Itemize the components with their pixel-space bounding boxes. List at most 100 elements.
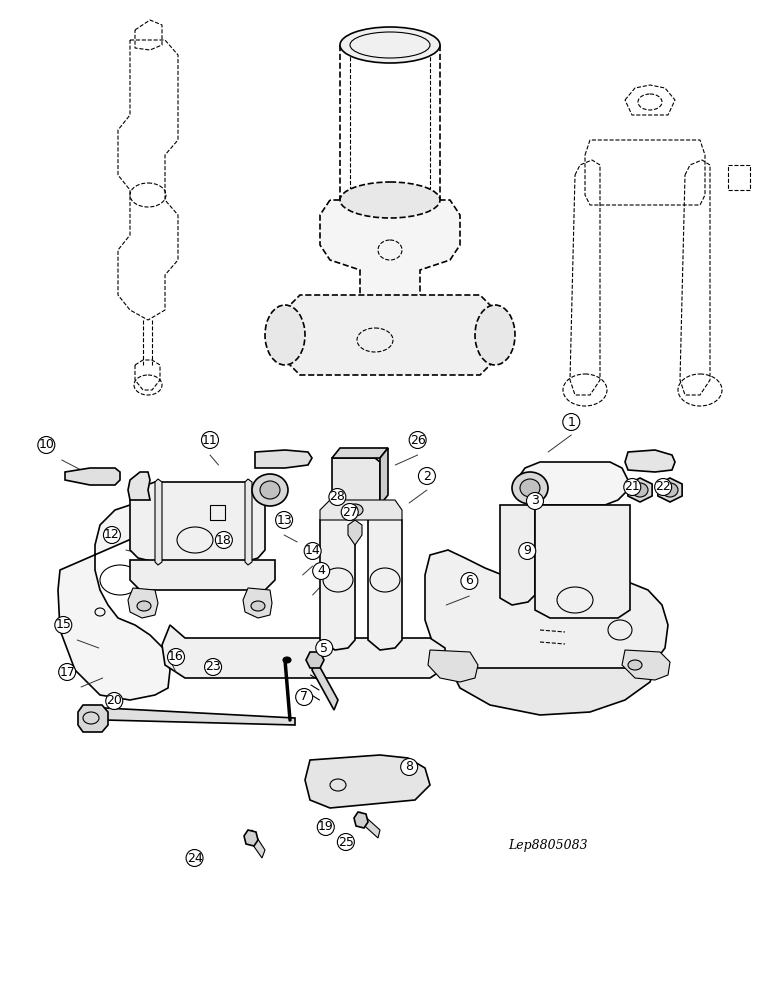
Polygon shape bbox=[332, 448, 388, 458]
Circle shape bbox=[401, 759, 418, 775]
Polygon shape bbox=[320, 200, 460, 320]
Circle shape bbox=[329, 489, 346, 505]
Circle shape bbox=[316, 640, 333, 656]
Circle shape bbox=[527, 493, 543, 509]
Polygon shape bbox=[332, 458, 380, 510]
Ellipse shape bbox=[475, 305, 515, 365]
Circle shape bbox=[461, 573, 478, 589]
Circle shape bbox=[317, 819, 334, 835]
Polygon shape bbox=[358, 812, 380, 838]
Polygon shape bbox=[130, 482, 265, 562]
Polygon shape bbox=[320, 510, 355, 650]
Polygon shape bbox=[622, 650, 670, 680]
Text: 10: 10 bbox=[39, 438, 54, 452]
Ellipse shape bbox=[265, 305, 305, 365]
Circle shape bbox=[103, 527, 120, 543]
Text: 24: 24 bbox=[187, 852, 202, 864]
Polygon shape bbox=[312, 660, 338, 710]
Circle shape bbox=[341, 504, 358, 520]
Text: 18: 18 bbox=[216, 534, 232, 546]
Ellipse shape bbox=[137, 601, 151, 611]
Text: 6: 6 bbox=[466, 574, 473, 587]
Circle shape bbox=[519, 543, 536, 559]
Text: 14: 14 bbox=[305, 544, 320, 558]
Polygon shape bbox=[130, 560, 275, 590]
Text: 17: 17 bbox=[59, 666, 75, 678]
Polygon shape bbox=[155, 479, 162, 565]
Polygon shape bbox=[128, 588, 158, 618]
Circle shape bbox=[55, 617, 72, 633]
Text: 13: 13 bbox=[276, 514, 292, 526]
Ellipse shape bbox=[260, 481, 280, 499]
Text: 9: 9 bbox=[523, 544, 531, 558]
Polygon shape bbox=[535, 505, 630, 618]
Text: 20: 20 bbox=[107, 694, 122, 708]
Circle shape bbox=[168, 649, 185, 665]
Text: 27: 27 bbox=[342, 506, 357, 518]
Text: 16: 16 bbox=[168, 650, 184, 664]
Polygon shape bbox=[368, 510, 402, 650]
Text: 4: 4 bbox=[317, 564, 325, 578]
Ellipse shape bbox=[252, 474, 288, 506]
Text: 23: 23 bbox=[205, 660, 221, 674]
Circle shape bbox=[215, 532, 232, 548]
Ellipse shape bbox=[662, 483, 678, 497]
Circle shape bbox=[276, 512, 293, 528]
Text: 12: 12 bbox=[104, 528, 120, 542]
Ellipse shape bbox=[632, 483, 648, 497]
Circle shape bbox=[337, 834, 354, 850]
Polygon shape bbox=[320, 500, 402, 520]
Circle shape bbox=[418, 468, 435, 484]
Ellipse shape bbox=[283, 657, 291, 663]
Circle shape bbox=[313, 563, 330, 579]
Text: 7: 7 bbox=[300, 690, 308, 704]
Text: 25: 25 bbox=[338, 836, 354, 848]
Text: 15: 15 bbox=[56, 618, 71, 632]
Polygon shape bbox=[500, 505, 535, 605]
Polygon shape bbox=[306, 652, 324, 668]
Ellipse shape bbox=[628, 660, 642, 670]
Polygon shape bbox=[78, 705, 108, 732]
Polygon shape bbox=[162, 625, 445, 678]
Polygon shape bbox=[428, 650, 478, 682]
Circle shape bbox=[624, 479, 641, 495]
Polygon shape bbox=[425, 550, 668, 698]
Ellipse shape bbox=[512, 472, 548, 504]
Polygon shape bbox=[58, 505, 175, 700]
Polygon shape bbox=[248, 830, 265, 858]
Circle shape bbox=[59, 664, 76, 680]
Polygon shape bbox=[100, 708, 295, 725]
Polygon shape bbox=[285, 295, 495, 375]
Text: 8: 8 bbox=[405, 760, 413, 774]
Circle shape bbox=[304, 543, 321, 559]
Polygon shape bbox=[65, 468, 120, 485]
Text: 28: 28 bbox=[330, 490, 345, 504]
Polygon shape bbox=[305, 755, 430, 808]
Polygon shape bbox=[625, 450, 675, 472]
Text: 3: 3 bbox=[531, 494, 539, 508]
Polygon shape bbox=[354, 812, 368, 828]
Text: 21: 21 bbox=[625, 481, 640, 493]
Polygon shape bbox=[245, 479, 252, 565]
Text: 11: 11 bbox=[202, 434, 218, 446]
Polygon shape bbox=[518, 462, 628, 505]
Polygon shape bbox=[450, 668, 655, 715]
Circle shape bbox=[409, 432, 426, 448]
Text: 1: 1 bbox=[567, 416, 575, 428]
Text: 2: 2 bbox=[423, 470, 431, 483]
Ellipse shape bbox=[340, 182, 440, 218]
Polygon shape bbox=[628, 478, 652, 502]
Polygon shape bbox=[348, 520, 362, 545]
Polygon shape bbox=[380, 448, 388, 505]
Circle shape bbox=[296, 689, 313, 705]
Circle shape bbox=[655, 479, 672, 495]
Text: Lep8805083: Lep8805083 bbox=[508, 838, 587, 852]
Polygon shape bbox=[243, 588, 272, 618]
Text: 22: 22 bbox=[655, 481, 671, 493]
Polygon shape bbox=[244, 830, 258, 846]
Text: 5: 5 bbox=[320, 642, 328, 654]
Text: 19: 19 bbox=[318, 820, 334, 834]
Circle shape bbox=[563, 414, 580, 430]
Polygon shape bbox=[128, 472, 150, 500]
Circle shape bbox=[186, 850, 203, 866]
